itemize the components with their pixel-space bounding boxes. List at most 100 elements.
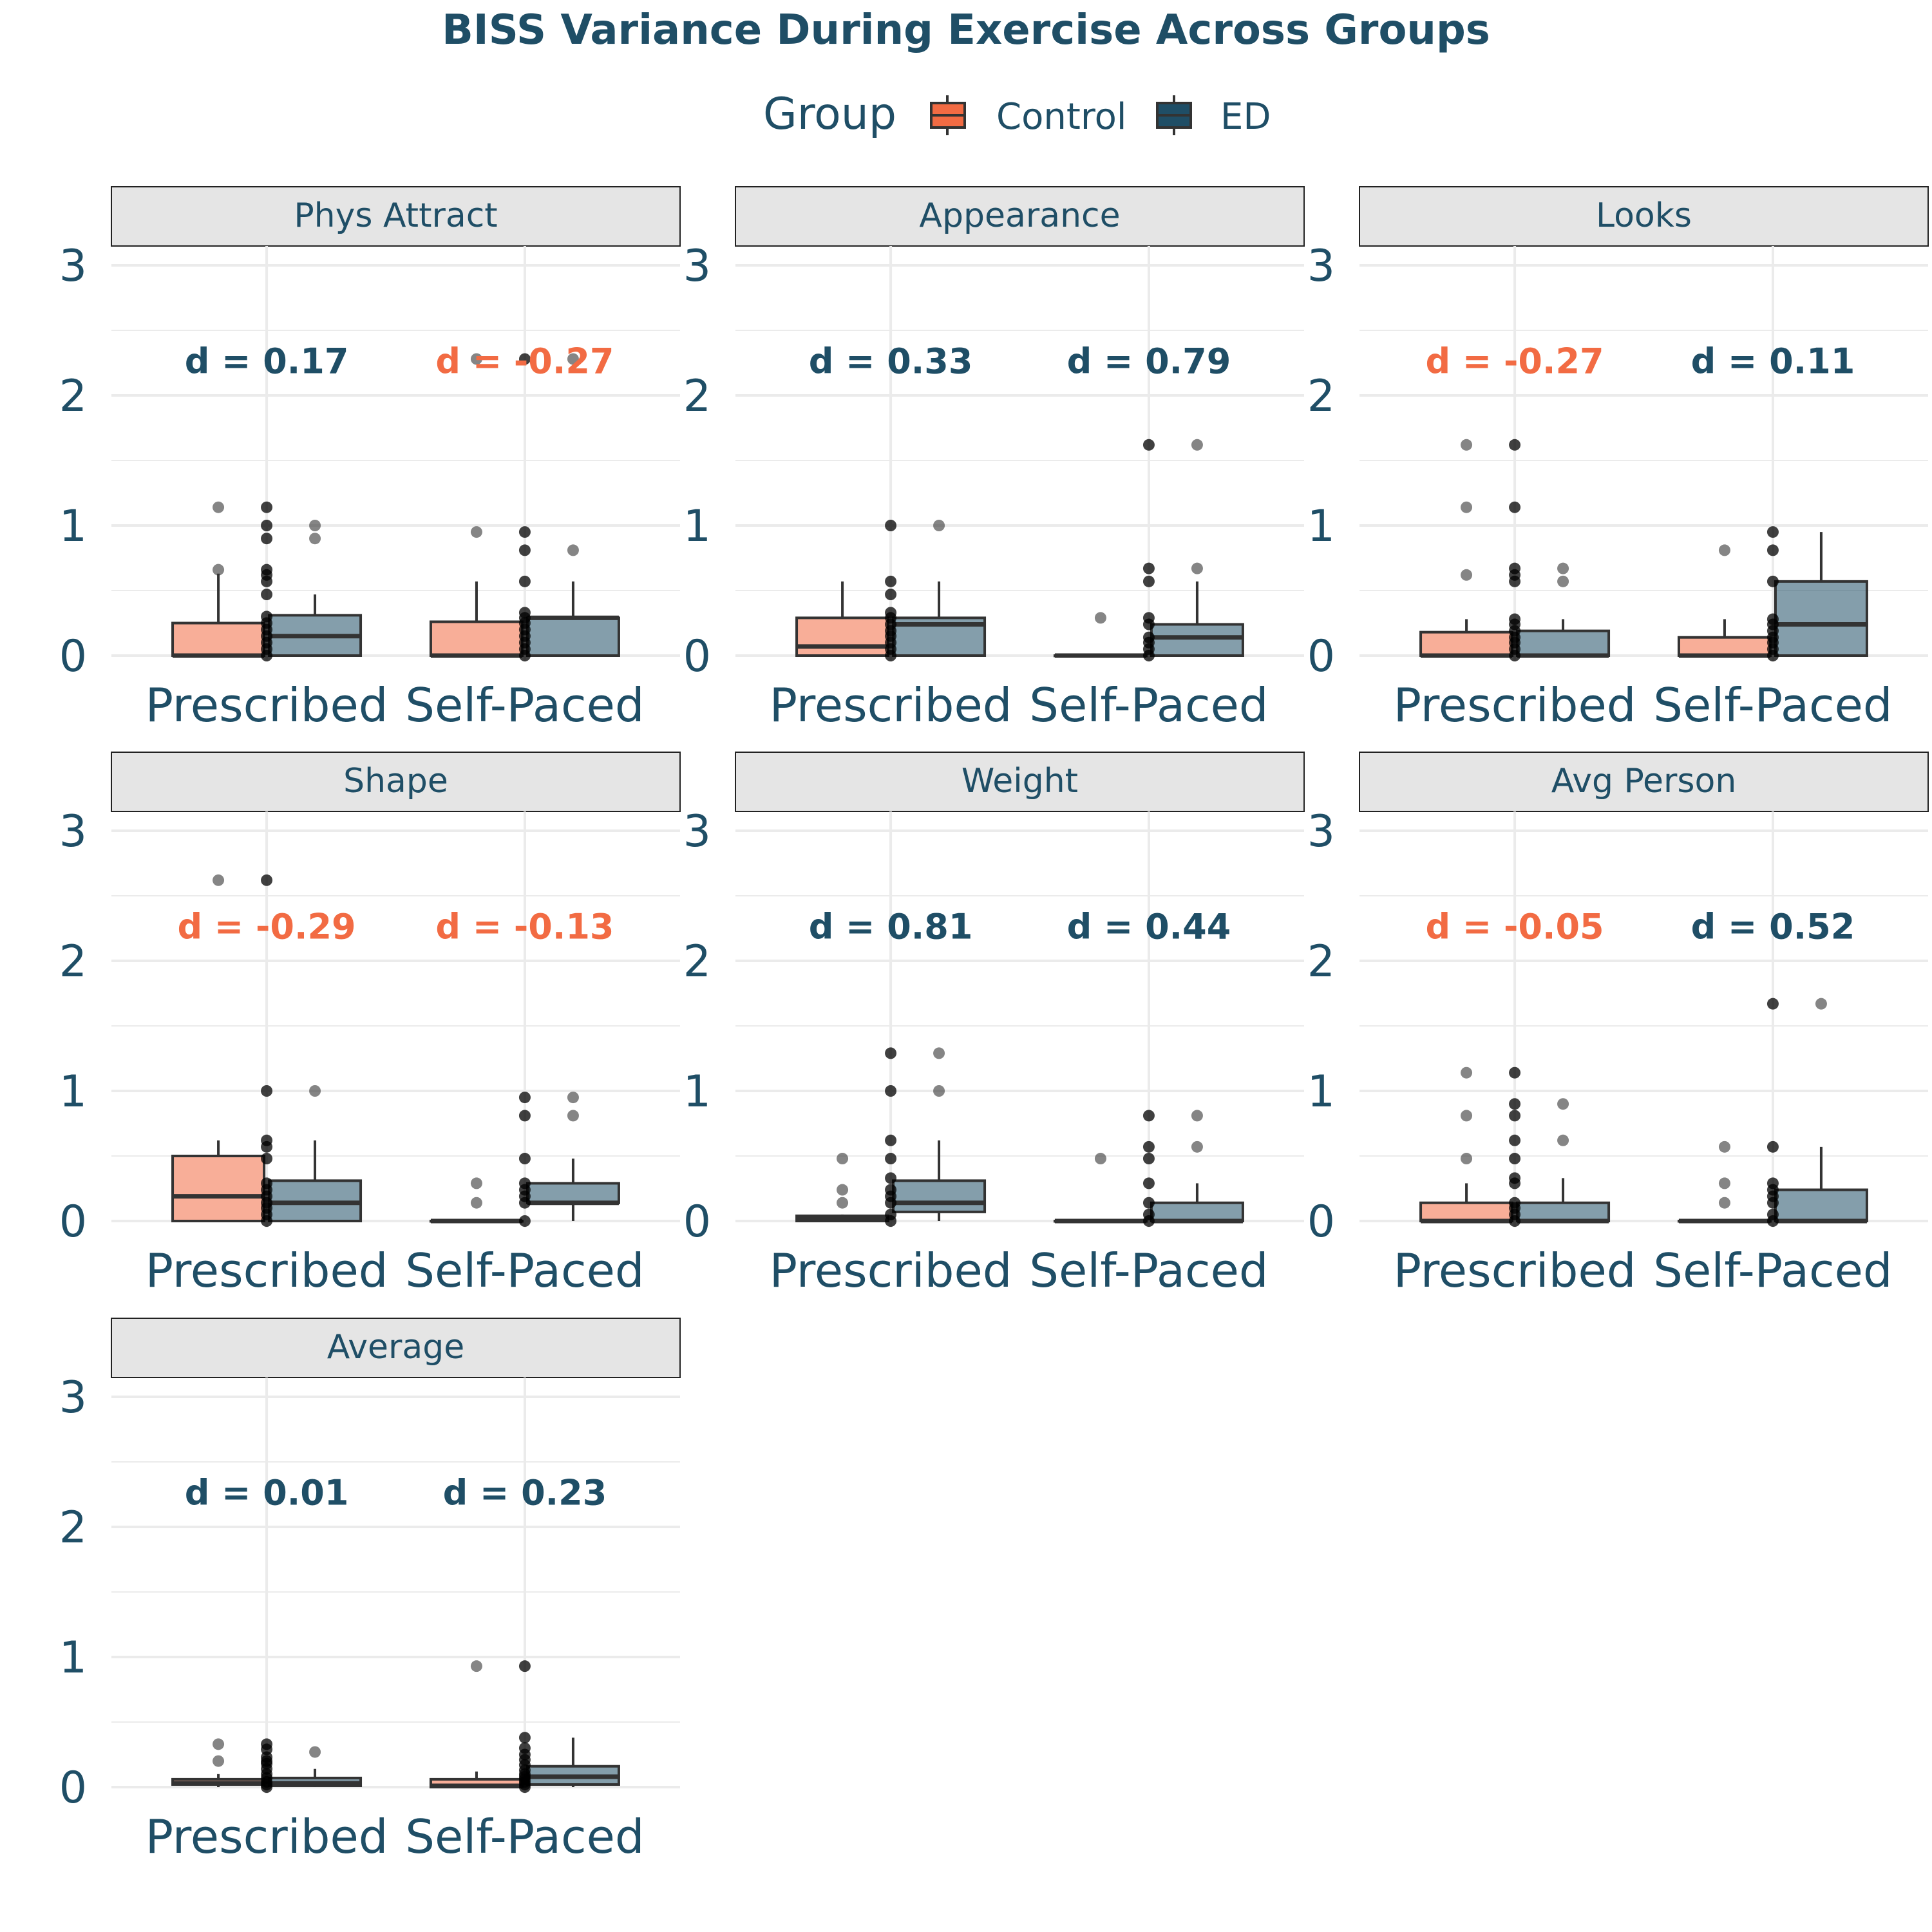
- data-point: [261, 533, 273, 545]
- data-point: [885, 1085, 897, 1097]
- y-tick-label: 0: [683, 631, 711, 682]
- box-body: [795, 616, 890, 657]
- data-point: [518, 1177, 531, 1189]
- x-tick-label: Prescribed: [146, 678, 388, 732]
- data-point: [518, 526, 531, 538]
- outlier-point: [1718, 1197, 1730, 1209]
- y-tick-label: 0: [59, 631, 87, 682]
- box-ed: [526, 1092, 620, 1221]
- facet-strip: [735, 186, 1305, 247]
- box-control: [1419, 439, 1514, 658]
- outlier-point: [1557, 575, 1569, 587]
- y-tick-label: 1: [1307, 1066, 1335, 1117]
- facet-strip-label: Phys Attract: [294, 196, 497, 235]
- facet-strip: [111, 186, 681, 247]
- y-tick-label: 3: [1307, 806, 1335, 857]
- facet-strip-label: Shape: [343, 762, 448, 800]
- box-control: [1677, 544, 1772, 658]
- data-point: [518, 1110, 531, 1122]
- x-tick-label: Self-Paced: [1029, 1244, 1268, 1298]
- x-tick-label: Prescribed: [146, 1244, 388, 1298]
- outlier-point: [470, 1660, 482, 1672]
- outlier-point: [1094, 612, 1106, 624]
- box-ed: [268, 1746, 363, 1787]
- legend-title: Group: [763, 89, 896, 140]
- data-point: [1509, 613, 1521, 625]
- data-point: [885, 520, 897, 531]
- facet-strip: [1359, 752, 1929, 812]
- outlier-point: [1191, 1141, 1203, 1153]
- effect-size-label: d = 0.33: [809, 341, 973, 381]
- data-point: [518, 1660, 531, 1672]
- x-tick-label: Self-Paced: [405, 1244, 644, 1298]
- data-point: [1142, 562, 1155, 574]
- outlier-point: [567, 1110, 579, 1122]
- data-point: [261, 1177, 273, 1189]
- data-point: [1509, 1153, 1521, 1165]
- outlier-point: [1557, 1098, 1569, 1110]
- outlier-point: [837, 1184, 849, 1196]
- outlier-point: [470, 1197, 482, 1209]
- y-tick-label: 1: [683, 501, 711, 552]
- data-point: [885, 1184, 897, 1196]
- data-point: [1142, 1197, 1155, 1209]
- facet-strip: [111, 752, 681, 812]
- data-point: [1142, 1153, 1155, 1165]
- facet-panel-looks: Looks 0 1 2 3 Prescribed Self-Paced d = -0.27 d …: [1307, 186, 1929, 732]
- facet-panel-weight: Weight 0 1 2 3 Prescribed Self-Paced d = 0.81 d …: [683, 752, 1305, 1298]
- x-tick-label: Self-Paced: [1653, 678, 1892, 732]
- facet-panel-appearance: Appearance 0 1 2 3 Prescribed Self-Paced d = 0.…: [683, 186, 1305, 732]
- outlier-point: [470, 353, 482, 365]
- data-point: [1509, 1098, 1521, 1110]
- data-point: [261, 564, 273, 576]
- x-tick-label: Self-Paced: [405, 678, 644, 732]
- box-control: [171, 1738, 266, 1787]
- outlier-point: [1718, 544, 1730, 556]
- data-point: [518, 1092, 531, 1104]
- y-tick-label: 0: [59, 1197, 87, 1247]
- effect-size-label: d = 0.17: [185, 341, 349, 381]
- y-tick-label: 3: [59, 241, 87, 292]
- data-point: [885, 1208, 897, 1220]
- facet-strip-label: Avg Person: [1551, 762, 1737, 800]
- box-body: [892, 1179, 987, 1213]
- outlier-point: [1718, 1141, 1730, 1153]
- box-ed: [526, 1738, 620, 1787]
- outlier-point: [1461, 439, 1473, 451]
- outlier-point: [213, 874, 225, 886]
- outlier-point: [933, 1047, 945, 1059]
- data-point: [885, 1047, 897, 1059]
- box-body: [1150, 623, 1244, 658]
- data-point: [1766, 998, 1779, 1010]
- data-point: [1766, 613, 1779, 625]
- data-point: [261, 501, 273, 513]
- box-body: [1774, 580, 1868, 657]
- data-point: [518, 575, 531, 587]
- outlier-point: [1461, 1066, 1473, 1079]
- y-tick-label: 2: [59, 371, 87, 422]
- box-control: [429, 1660, 524, 1788]
- data-point: [1142, 1177, 1155, 1189]
- legend-key-control: [930, 95, 966, 135]
- facet-strip: [111, 1318, 681, 1378]
- box-body: [1419, 630, 1514, 658]
- data-point: [518, 544, 531, 556]
- outlier-point: [837, 1153, 849, 1165]
- box-body: [1419, 1201, 1514, 1222]
- outlier-point: [1191, 562, 1203, 574]
- data-point: [518, 1215, 531, 1227]
- outlier-point: [567, 544, 579, 556]
- data-point: [518, 353, 531, 365]
- x-tick-label: Prescribed: [1394, 678, 1636, 732]
- data-point: [885, 1134, 897, 1146]
- data-point: [518, 1153, 531, 1165]
- outlier-point: [213, 1755, 225, 1767]
- box-ed: [1150, 1110, 1244, 1224]
- effect-size-label: d = 0.52: [1691, 906, 1855, 947]
- data-point: [1509, 501, 1521, 513]
- outlier-point: [933, 520, 945, 531]
- data-point: [1142, 575, 1155, 587]
- data-point: [1509, 1110, 1521, 1122]
- box-body: [429, 620, 524, 657]
